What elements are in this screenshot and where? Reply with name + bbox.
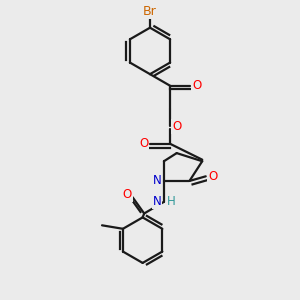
Text: O: O — [122, 188, 132, 201]
Text: Br: Br — [143, 5, 157, 18]
Text: N: N — [153, 173, 161, 187]
Text: O: O — [192, 79, 201, 92]
Text: O: O — [172, 120, 182, 133]
Text: O: O — [139, 137, 148, 150]
Text: O: O — [208, 170, 218, 183]
Text: H: H — [167, 195, 176, 208]
Text: N: N — [153, 195, 161, 208]
